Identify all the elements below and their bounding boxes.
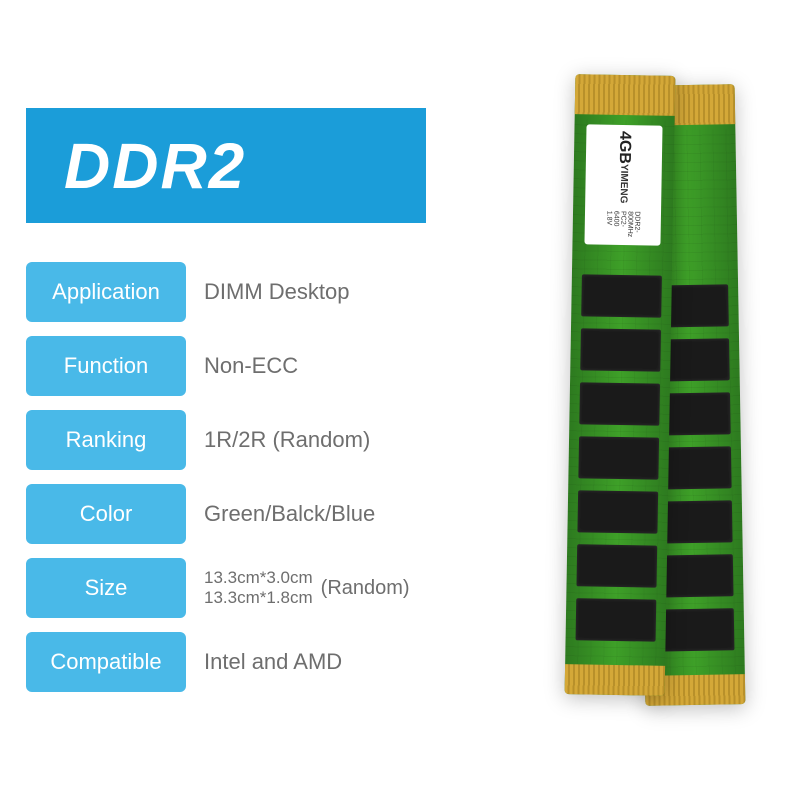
spec-size-line2: 13.3cm*1.8cm <box>204 588 313 608</box>
spec-row-color: Color Green/Balck/Blue <box>26 484 426 544</box>
spec-value: Intel and AMD <box>186 632 426 692</box>
ram-illustration: 4GB YIMENG DDR2-800MHz PC2-6400 1.8V <box>490 75 740 715</box>
spec-label: Size <box>26 558 186 618</box>
spec-label: Function <box>26 336 186 396</box>
ram-spec-line: DDR2-800MHz PC2-6400 1.8V <box>605 211 640 239</box>
ram-gold-contacts-bottom <box>565 664 666 696</box>
ram-chip <box>578 436 659 479</box>
ram-gold-contacts-top <box>575 74 676 116</box>
spec-value: 1R/2R (Random) <box>186 410 426 470</box>
ram-brand: YIMENG <box>618 164 630 204</box>
ram-chip <box>580 328 661 371</box>
spec-row-ranking: Ranking 1R/2R (Random) <box>26 410 426 470</box>
spec-value: Non-ECC <box>186 336 426 396</box>
spec-row-function: Function Non-ECC <box>26 336 426 396</box>
spec-label: Color <box>26 484 186 544</box>
spec-value: Green/Balck/Blue <box>186 484 426 544</box>
spec-row-compatible: Compatible Intel and AMD <box>26 632 426 692</box>
spec-label: Application <box>26 262 186 322</box>
spec-size-suffix: (Random) <box>321 577 410 600</box>
spec-row-size: Size 13.3cm*3.0cm 13.3cm*1.8cm (Random) <box>26 558 426 618</box>
ram-stick-front: 4GB YIMENG DDR2-800MHz PC2-6400 1.8V <box>565 74 676 696</box>
spec-table: Application DIMM Desktop Function Non-EC… <box>26 262 426 706</box>
spec-label: Compatible <box>26 632 186 692</box>
product-title: DDR2 <box>64 129 246 203</box>
header-band: DDR2 <box>26 108 426 223</box>
ram-chip <box>576 544 657 587</box>
spec-value: 13.3cm*3.0cm 13.3cm*1.8cm (Random) <box>186 558 426 618</box>
spec-size-line1: 13.3cm*3.0cm <box>204 568 313 588</box>
ram-chip <box>576 598 657 641</box>
ram-capacity: 4GB <box>615 131 634 164</box>
ram-chip <box>579 382 660 425</box>
spec-row-application: Application DIMM Desktop <box>26 262 426 322</box>
ram-chips <box>576 274 662 641</box>
ram-chip <box>581 274 662 317</box>
spec-value: DIMM Desktop <box>186 262 426 322</box>
ram-product-label: 4GB YIMENG DDR2-800MHz PC2-6400 1.8V <box>584 124 662 245</box>
spec-label: Ranking <box>26 410 186 470</box>
ram-chip <box>577 490 658 533</box>
